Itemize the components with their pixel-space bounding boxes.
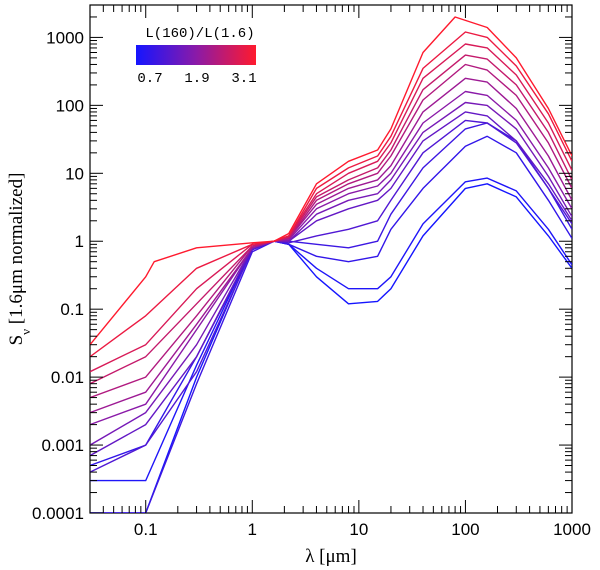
x-tick-label: 0.1 — [134, 520, 158, 539]
colorbar-gradient — [136, 45, 256, 65]
x-tick-label: 100 — [451, 520, 479, 539]
y-tick-label: 0.0001 — [32, 504, 84, 523]
colorbar: L(160)/L(1.6) 0.7 1.9 3.1 — [136, 26, 257, 87]
series-line-sed-ratio-3.1 — [90, 16, 572, 346]
y-tick-label: 0.01 — [51, 368, 84, 387]
y-axis-label: Sν [1.6μm normalized] — [6, 173, 33, 346]
series-line-sed-ratio-2.9 — [90, 31, 572, 358]
series-line-sed-ratio-2.3 — [90, 63, 572, 399]
series-line-sed-ratio-0.8 — [90, 177, 572, 482]
colorbar-tick-label: 1.9 — [184, 71, 209, 87]
y-tick-label: 10 — [65, 164, 84, 183]
series-line-sed-ratio-2.7 — [90, 43, 572, 373]
series-line-sed-ratio-2.1 — [90, 77, 572, 414]
y-tick-label: 100 — [56, 96, 84, 115]
y-tick-label: 0.001 — [41, 436, 84, 455]
tick-layer: 0.1 1 10 100 1000 0.0001 0.001 0.01 0.1 1 10 100 100… — [32, 4, 591, 539]
series-line-sed-ratio-1.9 — [90, 90, 572, 426]
y-tick-label: 0.1 — [60, 300, 84, 319]
colorbar-title: L(160)/L(1.6) — [145, 26, 254, 42]
series-line-sed-ratio-1.7 — [90, 101, 572, 446]
series-line-sed-ratio-0.7 — [90, 183, 572, 513]
series-line-sed-ratio-1.5 — [90, 111, 572, 457]
x-axis-label: λ [μm] — [305, 546, 357, 567]
series-line-sed-ratio-2.5 — [90, 54, 572, 385]
series-line-sed-ratio-1.3 — [90, 119, 572, 473]
series-line-sed-ratio-1.1 — [90, 122, 572, 513]
y-tick-label: 1000 — [46, 28, 84, 47]
colorbar-tick-label: 0.7 — [137, 71, 162, 87]
colorbar-tick-label: 3.1 — [231, 71, 256, 87]
series-layer — [90, 16, 572, 513]
x-tick-label: 1000 — [553, 520, 591, 539]
x-tick-label: 1 — [248, 520, 257, 539]
y-tick-label: 1 — [75, 232, 84, 251]
x-tick-label: 10 — [349, 520, 368, 539]
